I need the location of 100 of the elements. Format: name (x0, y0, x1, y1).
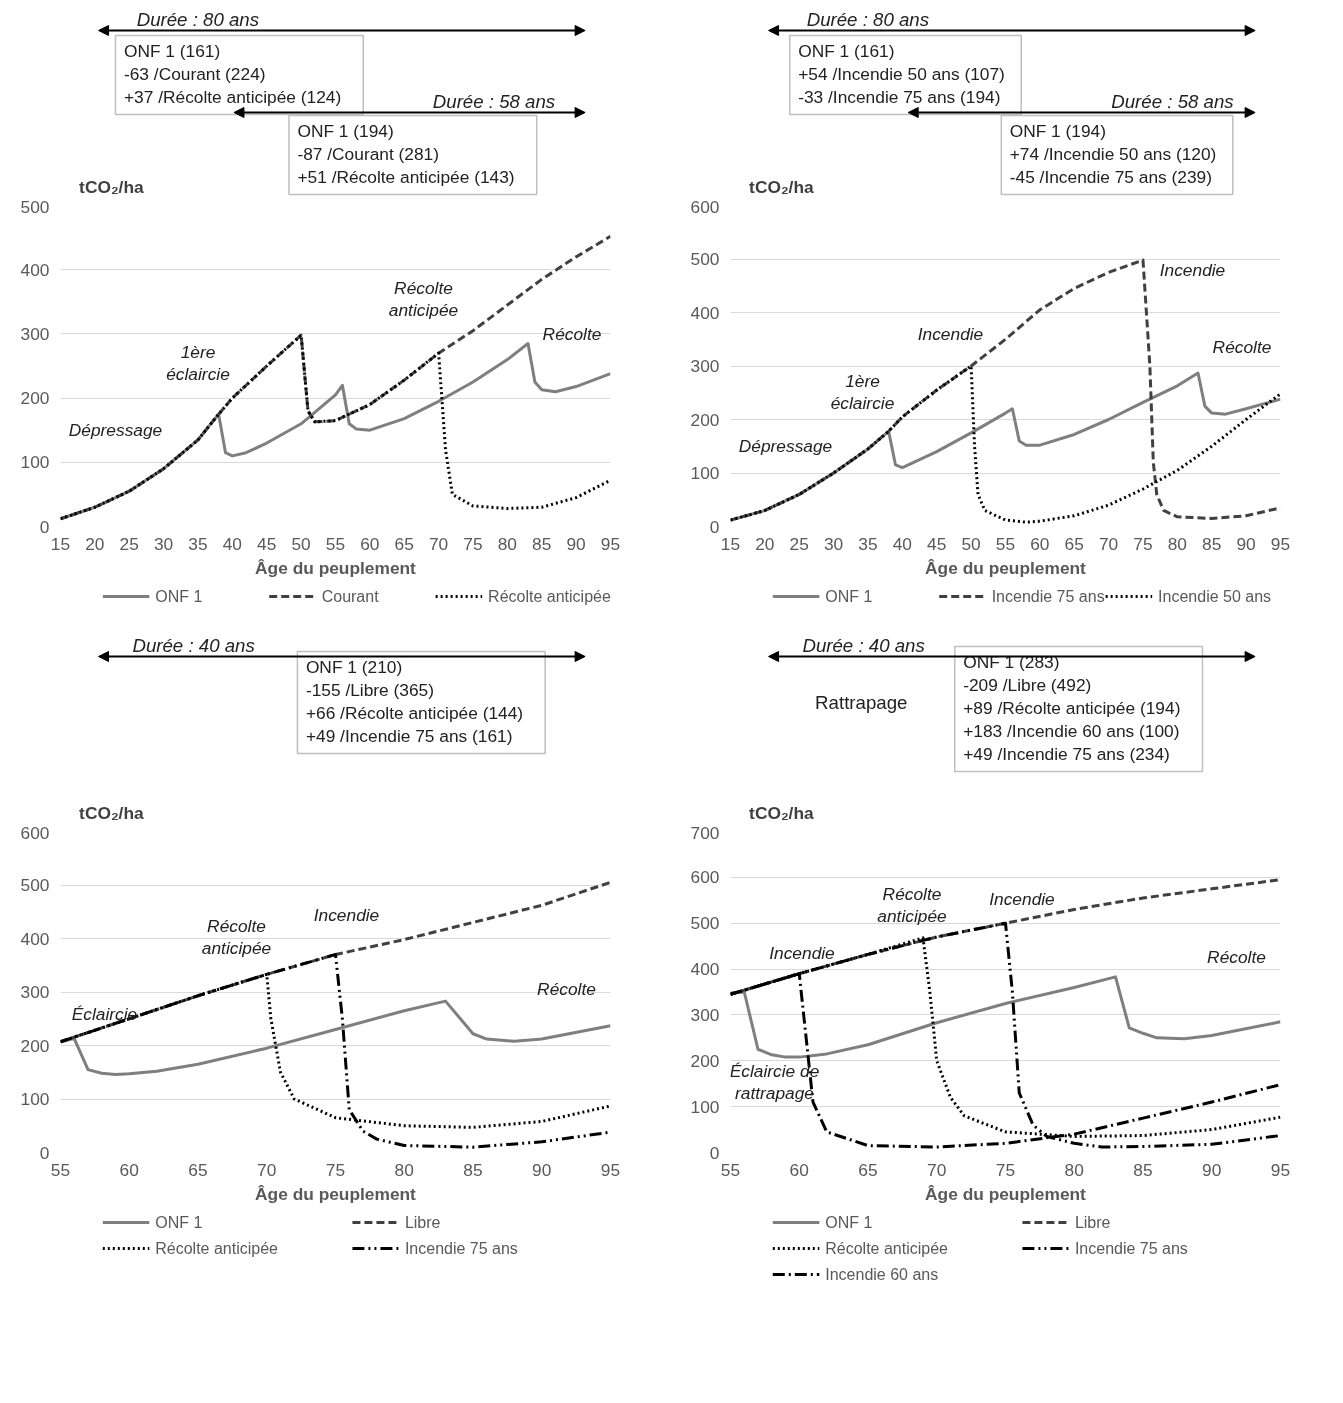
x-tick-label: 95 (1270, 1159, 1291, 1180)
x-tick-label: 55 (995, 533, 1016, 554)
x-tick-label: 25 (119, 533, 139, 554)
y-tick-label: 300 (690, 1004, 720, 1025)
x-tick-label: 95 (600, 1159, 621, 1180)
annotation: Éclaircie de rattrapage (729, 1060, 820, 1103)
y-tick-label: 300 (20, 323, 50, 344)
x-axis-title: Âge du peuplement (925, 1183, 1087, 1204)
x-axis-title: Âge du peuplement (255, 1183, 417, 1204)
y-tick-label: 300 (690, 356, 720, 376)
legend-label: Récolte anticipée (155, 1240, 279, 1257)
annotation: Incendie (313, 904, 380, 925)
y-tick-label: 100 (690, 1096, 720, 1117)
text: Durée : 80 ans (136, 8, 260, 30)
x-tick-label: 80 (1064, 1159, 1084, 1180)
y-tick-label: 500 (20, 875, 50, 895)
annotation: Récolte (1207, 946, 1266, 967)
x-tick-label: 60 (1030, 533, 1050, 554)
y-tick-label: 500 (20, 196, 50, 217)
legend-label: Incendie 75 ans (1074, 1240, 1188, 1257)
legend-label: ONF 1 (825, 1214, 873, 1231)
y-axis-title: tCO₂/ha (79, 802, 144, 823)
y-tick-label: 0 (39, 516, 50, 537)
x-tick-label: 50 (961, 533, 981, 554)
x-axis-title: Âge du peuplement (925, 557, 1087, 578)
y-tick-label: 700 (690, 822, 720, 843)
annotation: Récolte anticipée (877, 884, 947, 927)
annotation: Incendie (917, 323, 984, 344)
x-tick-label: 75 (325, 1159, 346, 1180)
annotation: Dépressage (738, 436, 833, 457)
x-tick-label: 65 (188, 1159, 208, 1180)
x-tick-label: 80 (1167, 533, 1188, 554)
x-tick-label: 70 (257, 1159, 277, 1180)
y-tick-label: 100 (20, 1089, 50, 1109)
annotation: Récolte (542, 323, 602, 344)
legend-label: Libre (1074, 1214, 1111, 1231)
x-tick-label: 15 (720, 533, 741, 554)
y-axis-title: tCO₂/ha (749, 176, 814, 197)
annotation: 1ère éclaircie (166, 341, 230, 384)
y-tick-label: 500 (690, 913, 720, 934)
x-tick-label: 45 (257, 533, 277, 554)
x-tick-label: 20 (755, 533, 775, 554)
y-tick-label: 0 (39, 1142, 50, 1163)
legend-label: Courant (321, 588, 380, 605)
x-tick-label: 40 (222, 533, 243, 554)
legend-label: Récolte anticipée (488, 588, 611, 605)
text: Rattrapage (815, 691, 908, 713)
y-tick-label: 0 (709, 516, 720, 537)
x-tick-label: 75 (463, 533, 483, 554)
y-tick-label: 600 (20, 822, 50, 843)
y-tick-label: 600 (690, 196, 720, 217)
x-tick-label: 90 (532, 1159, 552, 1180)
y-tick-label: 100 (20, 452, 50, 473)
x-tick-label: 60 (360, 533, 380, 554)
x-tick-label: 30 (823, 533, 844, 554)
y-axis-title: tCO₂/ha (79, 176, 144, 197)
x-tick-label: 15 (50, 533, 71, 554)
y-tick-label: 400 (20, 259, 50, 280)
x-axis-title: Âge du peuplement (255, 557, 417, 578)
y-tick-label: 200 (690, 409, 720, 430)
legend-label: Incendie 75 ans (404, 1240, 518, 1257)
annotation: Incendie (1159, 259, 1226, 280)
legend-label: ONF 1 (155, 1214, 203, 1231)
y-tick-label: 0 (709, 1142, 720, 1163)
text: Durée : 40 ans (132, 634, 255, 656)
annotation: Dépressage (68, 420, 163, 441)
y-tick-label: 100 (690, 463, 720, 483)
y-tick-label: 400 (690, 959, 720, 980)
legend-label: Libre (404, 1214, 441, 1231)
text: ONF 1 (194) -87 /Courant (281) +51 /Récolte anticipée (143) (297, 120, 515, 187)
x-tick-label: 85 (463, 1159, 483, 1180)
legend-label: Récolte anticipée (825, 1240, 949, 1257)
x-tick-label: 70 (927, 1159, 947, 1180)
x-tick-label: 75 (995, 1159, 1016, 1180)
x-tick-label: 90 (566, 533, 586, 554)
text: Durée : 40 ans (802, 634, 925, 656)
text: Durée : 58 ans (432, 90, 556, 112)
text: Durée : 58 ans (1111, 90, 1234, 112)
x-tick-label: 85 (1133, 1159, 1153, 1180)
x-tick-label: 95 (1270, 533, 1291, 554)
y-axis-title: tCO₂/ha (749, 802, 814, 823)
x-tick-label: 65 (394, 533, 414, 554)
annotation: Récolte anticipée (201, 916, 272, 959)
text: Durée : 80 ans (806, 8, 930, 30)
y-tick-label: 600 (690, 867, 720, 888)
x-tick-label: 70 (1098, 533, 1119, 554)
x-tick-label: 65 (858, 1159, 878, 1180)
annotation: Récolte (537, 978, 596, 999)
annotation: Récolte anticipée (388, 277, 459, 320)
x-tick-label: 90 (1236, 533, 1256, 554)
x-tick-label: 85 (532, 533, 552, 554)
text: ONF 1 (210) -155 /Libre (365) +66 /Récolte anticipée (144) +49 /Incendie 75 ans (161) (305, 656, 524, 746)
annotation: Éclaircie (71, 1004, 138, 1025)
y-tick-label: 400 (690, 302, 720, 323)
legend-label: Incendie 50 ans (1158, 588, 1272, 605)
x-tick-label: 80 (497, 533, 518, 554)
x-tick-label: 75 (1133, 533, 1153, 554)
x-tick-label: 35 (858, 533, 878, 554)
x-tick-label: 25 (789, 533, 809, 554)
x-tick-label: 70 (428, 533, 449, 554)
